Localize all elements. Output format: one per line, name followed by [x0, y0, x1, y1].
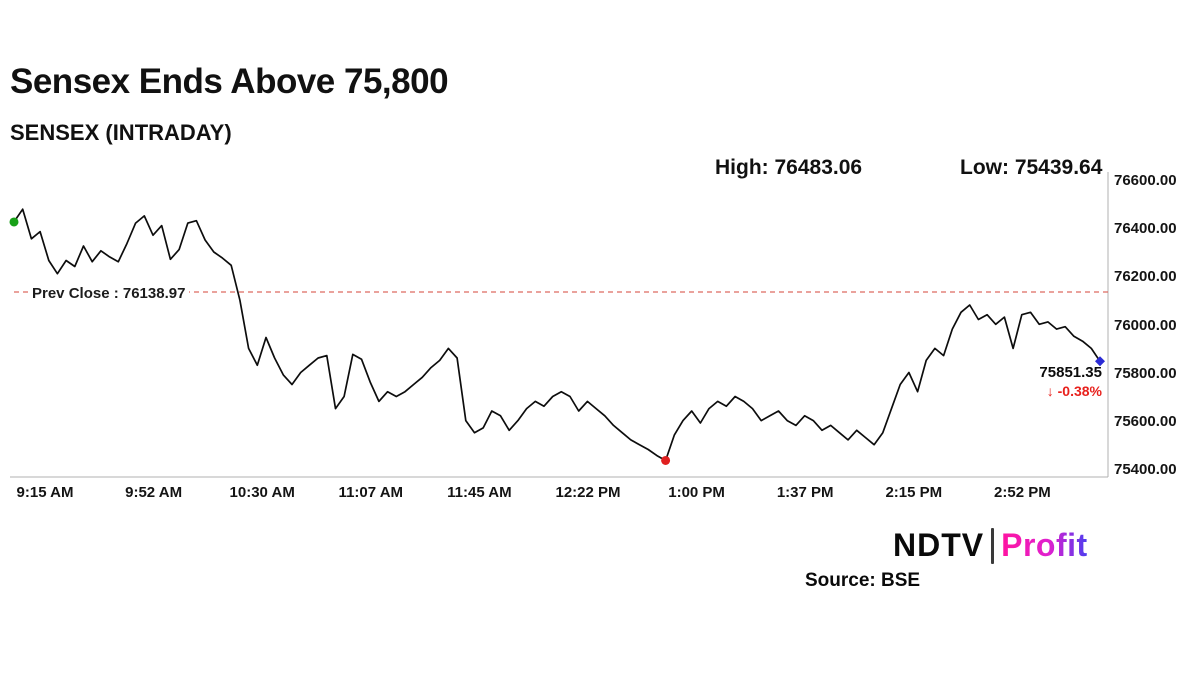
x-axis-label: 9:52 AM — [125, 484, 183, 501]
low-marker-dot — [661, 455, 671, 465]
close-marker — [1095, 356, 1105, 367]
y-axis-label: 75800.00 — [1114, 364, 1177, 382]
source-label: Source: BSE — [805, 570, 921, 591]
ndtv-wordmark: NDTV — [893, 527, 985, 563]
x-axis-label: 11:07 AM — [338, 484, 404, 501]
x-axis-label: 1:37 PM — [776, 484, 834, 501]
last-price-label: 75851.35 — [1039, 364, 1102, 381]
x-axis-label: 12:22 PM — [555, 484, 621, 501]
change-percent-label: ↓ -0.38% — [1046, 382, 1102, 399]
y-axis-label: 75400.00 — [1114, 461, 1177, 478]
high-value-label: High: 76483.06 — [715, 156, 863, 179]
x-axis-label: 1:00 PM — [668, 484, 725, 501]
x-axis-label: 11:45 AM — [447, 484, 512, 501]
logo-separator — [991, 527, 995, 564]
ndtv-profit-logo: NDTV Profit — [893, 527, 1088, 564]
prev-close-label: Prev Close : 76138.97 — [28, 285, 190, 302]
y-axis-label: 76600.00 — [1114, 172, 1177, 189]
last-price-annotation: 75851.35 ↓ -0.38% — [1000, 364, 1102, 400]
x-axis-label: 10:30 AM — [229, 484, 295, 501]
profit-wordmark: Profit — [1001, 527, 1088, 563]
x-axis-label: 2:52 PM — [994, 484, 1051, 501]
page-title: Sensex Ends Above 75,800 — [10, 62, 449, 101]
y-axis-label: 76000.00 — [1114, 316, 1177, 334]
low-value-label: Low: 75439.64 — [960, 156, 1103, 179]
x-axis-label: 9:15 AM — [16, 484, 74, 501]
y-axis-label: 76200.00 — [1114, 268, 1177, 286]
chart-subtitle: SENSEX (INTRADAY) — [10, 120, 232, 145]
x-axis-label: 2:15 PM — [885, 484, 943, 501]
open-marker-dot — [9, 217, 19, 227]
y-axis-label: 76400.00 — [1114, 220, 1177, 238]
y-axis-label: 75600.00 — [1114, 412, 1177, 430]
